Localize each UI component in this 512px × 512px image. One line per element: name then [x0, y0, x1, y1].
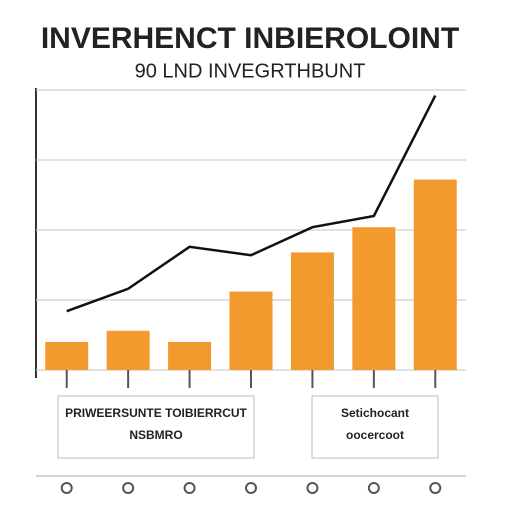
annotation-text: oocercoot	[346, 428, 404, 442]
bar	[352, 227, 396, 370]
bar	[45, 342, 89, 370]
chart-subtitle: 90 LND INVEGRTHBUNT	[135, 60, 366, 82]
annotation-text: PRIWEERSUNTE TOIBIERRCUT	[65, 406, 247, 420]
annotation-box	[57, 395, 255, 459]
category-icon	[367, 482, 380, 494]
bar	[229, 291, 273, 370]
category-icon	[60, 482, 73, 494]
bar	[413, 179, 457, 370]
annotation-text: Setichocant	[341, 406, 409, 420]
annotation-box	[311, 395, 439, 459]
chart-title: INVERHENCT INBIEROLOINT	[41, 22, 459, 55]
annotation-text: NSBMRO	[129, 428, 182, 442]
category-icon	[122, 482, 135, 494]
bar	[290, 252, 334, 370]
category-icon	[183, 482, 196, 494]
category-icon	[306, 482, 319, 494]
line	[66, 95, 437, 313]
category-icon	[429, 482, 442, 494]
bar	[106, 330, 150, 370]
bar	[168, 342, 212, 370]
category-icon	[245, 482, 257, 494]
